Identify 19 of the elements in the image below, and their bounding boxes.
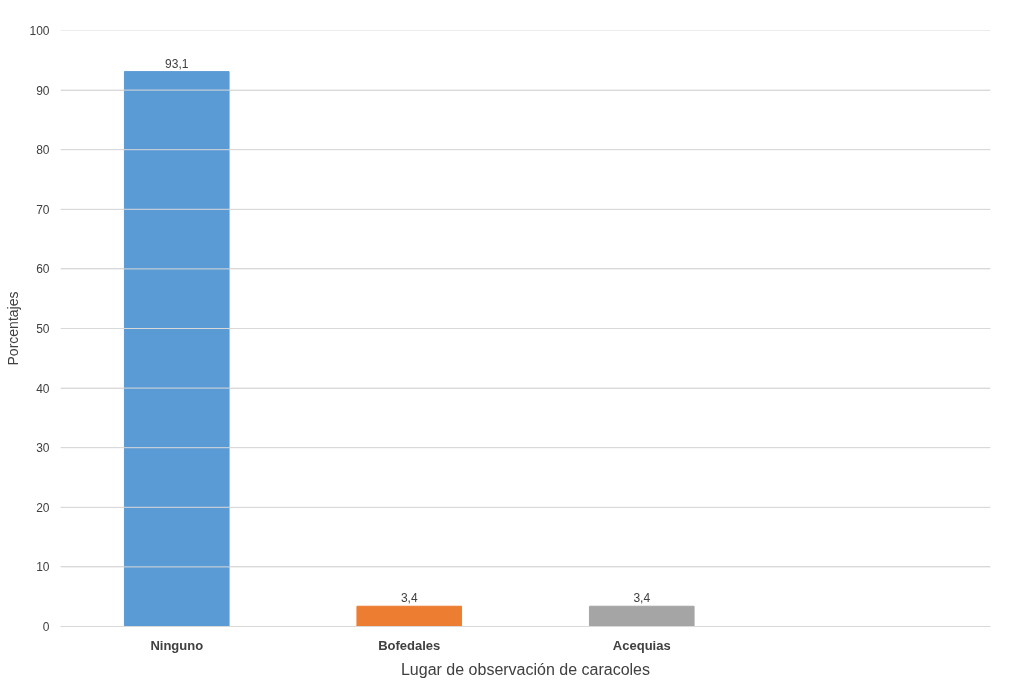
data-label: 3,4 (400, 591, 418, 606)
y-tick-label: 80 (36, 143, 50, 158)
y-tick-label: 60 (36, 262, 50, 277)
y-axis-title: Porcentajes (5, 291, 22, 366)
y-tick-label: 50 (36, 322, 50, 336)
x-axis-title: Lugar de observación de caracoles (400, 660, 651, 678)
x-tick-label: Bofedales (378, 637, 441, 653)
y-tick-label: 10 (36, 560, 50, 575)
x-tick-label: Acequias (612, 637, 671, 653)
data-label: 3,4 (633, 591, 651, 606)
x-tick-label: Ninguno (150, 637, 204, 653)
data-label: 93,1 (165, 56, 189, 71)
y-tick-label: 30 (36, 441, 50, 456)
y-tick-label: 20 (36, 500, 50, 515)
y-tick-label: 90 (36, 83, 50, 98)
y-tick-label: 100 (29, 24, 50, 38)
y-tick-label: 40 (36, 381, 50, 396)
y-tick-label: 0 (42, 620, 50, 634)
y-tick-label: 70 (36, 202, 50, 217)
